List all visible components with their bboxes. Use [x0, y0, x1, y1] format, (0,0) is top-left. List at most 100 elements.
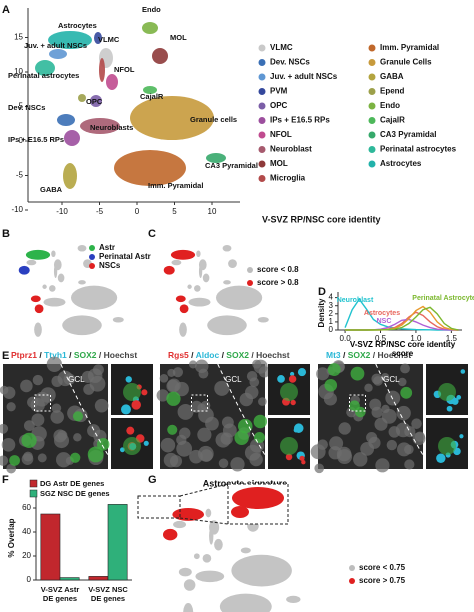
x-tick-label: 0.5: [375, 334, 387, 343]
gcl-border: [217, 363, 266, 456]
zoom-cluster: [232, 487, 284, 509]
panel-letter: G: [148, 474, 157, 486]
legend-dot: [258, 146, 266, 153]
cluster: [223, 280, 231, 285]
x-tick-label: -5: [96, 207, 104, 216]
legend-swatch: [29, 489, 38, 498]
nucleus: [398, 377, 407, 387]
y-tick-label: -5: [16, 171, 24, 180]
image-title: Mt3 / SOX2 / Hoechst: [326, 350, 411, 360]
cluster: [163, 528, 178, 541]
roi: [191, 394, 208, 412]
cluster: [196, 250, 201, 258]
legend-label: SGZ NSC DE genes: [40, 489, 110, 498]
nucleus: [46, 356, 63, 372]
title-part: Ptprz1: [11, 350, 37, 360]
punctum: [290, 399, 296, 406]
sox2-blob: [438, 383, 456, 401]
nucleus: [374, 417, 388, 431]
nucleus: [314, 463, 325, 474]
y-tick-label: 0: [27, 575, 32, 584]
y-tick-label: 15: [14, 33, 23, 42]
punctum: [131, 400, 141, 410]
nucleus: [73, 433, 82, 442]
cluster-label: CajalR: [140, 92, 164, 101]
x-tick-label: 1.5: [446, 334, 458, 343]
legend-dot: [368, 44, 376, 52]
nucleus: [0, 455, 9, 466]
cluster: [112, 317, 124, 323]
nucleus: [159, 373, 169, 383]
legend-label: score > 0.8: [257, 278, 299, 287]
cluster: [286, 595, 301, 604]
legend-dot: [258, 160, 266, 168]
cluster: [57, 114, 75, 126]
panel-letter: F: [2, 474, 9, 486]
legend-label: GABA: [380, 72, 404, 81]
cluster: [49, 285, 56, 292]
punctum: [460, 369, 466, 374]
nucleus: [50, 410, 64, 424]
cluster: [90, 95, 102, 107]
legend-label: Epend: [380, 87, 405, 96]
nucleus: [411, 418, 422, 429]
nucleus: [244, 444, 261, 461]
sox2-cell: [9, 455, 20, 466]
panel-letter: C: [148, 228, 156, 240]
density-line: [345, 305, 459, 331]
cluster: [143, 86, 157, 94]
cluster-label: VLMC: [98, 35, 120, 44]
cluster: [205, 508, 212, 518]
density-line: [345, 306, 459, 331]
cluster: [34, 322, 42, 337]
cluster: [207, 315, 247, 336]
punctum: [293, 427, 299, 433]
nucleus: [385, 390, 401, 406]
punctum: [277, 375, 285, 383]
sox2-blob: [280, 437, 298, 455]
legend-label: Dev. NSCs: [270, 58, 310, 67]
legend-dot: [368, 146, 376, 153]
punctum: [288, 375, 297, 383]
sox2-cell: [21, 432, 37, 449]
cluster: [187, 284, 192, 289]
legend-label: DG Astr DE genes: [40, 479, 104, 488]
cluster: [130, 96, 214, 140]
chart-title: V-SVZ RP/NSC core identity: [262, 214, 381, 224]
nucleus: [328, 446, 342, 460]
sox2-cell: [324, 378, 338, 392]
nucleus: [94, 398, 109, 413]
nucleus: [414, 431, 426, 442]
nucleus: [404, 444, 414, 455]
cluster: [173, 520, 187, 529]
cluster: [48, 31, 92, 49]
legend-label: Microglia: [270, 174, 306, 183]
roi: [349, 394, 366, 412]
title-part: SOX2: [348, 350, 371, 360]
cluster: [202, 554, 212, 563]
legend-dot: [258, 73, 266, 81]
nucleus: [189, 449, 203, 464]
legend-dot: [368, 59, 376, 66]
legend-dot: [349, 578, 355, 584]
cluster: [195, 570, 225, 583]
cluster: [183, 603, 194, 612]
cluster: [18, 265, 30, 275]
cluster: [228, 259, 237, 269]
y-tick-label: 10: [14, 67, 23, 76]
nucleus: [57, 370, 73, 387]
nucleus: [23, 451, 33, 462]
umap-a: [35, 22, 226, 189]
nucleus: [174, 381, 189, 397]
legend-dot: [89, 263, 95, 269]
cluster: [49, 49, 67, 59]
nucleus: [218, 458, 229, 469]
punctum: [299, 455, 305, 461]
x-tick-label: 0: [135, 207, 140, 216]
cluster-label: Endo: [142, 5, 161, 14]
punctum: [459, 434, 464, 439]
x-tick-label: V-SVZ Astr DE genes: [41, 585, 80, 603]
series-label: Neuroblast: [337, 297, 374, 304]
series-label: Astrocytes: [364, 310, 400, 317]
nucleus: [32, 374, 44, 386]
